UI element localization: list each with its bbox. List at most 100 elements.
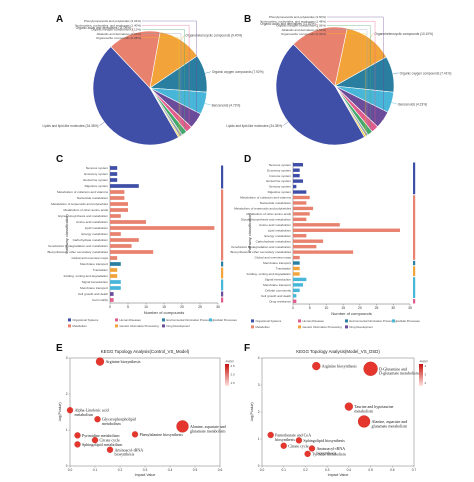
bubble-label: Alanine, aspartate and bbox=[372, 419, 408, 425]
category-label: Cell motility bbox=[92, 298, 108, 302]
bar bbox=[110, 292, 114, 296]
legend-swatch bbox=[209, 318, 212, 322]
bubble-point bbox=[176, 420, 189, 433]
bubble-point bbox=[74, 441, 81, 448]
pie-leader-line bbox=[327, 16, 384, 120]
bubble-point bbox=[131, 431, 139, 438]
pie-chart-b: Lipids and lipid-like molecules (34.38%)… bbox=[226, 15, 452, 146]
category-label: Digestive system bbox=[85, 184, 109, 188]
bubble-label: Sphingolipid biosynthesis bbox=[303, 438, 345, 443]
legend-label: Cellular Processes bbox=[397, 319, 421, 323]
category-label: Sensory system bbox=[269, 185, 291, 189]
category-label: Endocrine system bbox=[83, 178, 108, 182]
legend-label: Organismal Systems bbox=[256, 319, 282, 323]
bubble-label: biosynthesis bbox=[275, 437, 295, 442]
bar bbox=[110, 184, 139, 188]
x-tick-label: 0.1 bbox=[281, 468, 286, 472]
legend-label: Human Diseases bbox=[120, 318, 142, 322]
legend-label: Metabolism bbox=[256, 325, 271, 329]
legend-tick-label: 3 bbox=[425, 373, 427, 377]
category-label: Membrane transport bbox=[263, 283, 291, 287]
bar bbox=[110, 226, 215, 230]
bubble-point bbox=[267, 431, 274, 439]
x-tick-label: 0.0 bbox=[68, 468, 73, 472]
pie-leader-line bbox=[142, 37, 180, 138]
category-label: Metabolism of cofactors and vitamins bbox=[57, 190, 108, 194]
classification-strip bbox=[221, 267, 224, 279]
legend-colorbar bbox=[225, 364, 229, 386]
bubble-label: biosynthesis bbox=[316, 450, 336, 455]
category-label: Endocrine system bbox=[266, 179, 291, 183]
y-tick-label: 3 bbox=[66, 356, 68, 360]
legend-label: Genetic Information Processing bbox=[303, 325, 342, 329]
bar bbox=[293, 206, 314, 211]
bar bbox=[293, 283, 304, 287]
bubble-label: Sphingolipid metabolism bbox=[82, 442, 123, 447]
bubble-point bbox=[94, 416, 101, 423]
bar bbox=[110, 256, 118, 260]
x-tick-label: 15 bbox=[162, 305, 166, 309]
y-tick-label: 0 bbox=[258, 464, 260, 468]
pie-leader-line bbox=[142, 25, 190, 130]
bar bbox=[110, 298, 114, 302]
pie-leader-line bbox=[327, 25, 371, 134]
bubble-point bbox=[344, 402, 354, 411]
x-tick-label: 30 bbox=[391, 306, 395, 310]
x-tick-label: 5 bbox=[309, 306, 311, 310]
category-label: Lipid metabolism bbox=[268, 228, 292, 232]
x-tick-label: 0.0 bbox=[260, 468, 265, 472]
bubble-label: metabolism bbox=[354, 409, 374, 414]
y-tick-label: 4 bbox=[258, 356, 260, 360]
category-label: Cellular community bbox=[265, 288, 292, 292]
bubble-point bbox=[95, 357, 105, 366]
bubble-label: Aminoacyl-tRNA bbox=[115, 447, 144, 452]
bar bbox=[293, 299, 297, 303]
bubble-label: Aminoacyl-tRNA bbox=[316, 446, 345, 451]
classification-strip bbox=[221, 279, 224, 291]
y-axis-title: Pathway classification bbox=[64, 214, 69, 253]
pie-leader-line bbox=[205, 71, 211, 74]
bubble-point bbox=[304, 450, 311, 458]
category-label: Metabolism of other amino acids bbox=[246, 212, 291, 216]
pie-leader-line bbox=[369, 33, 374, 39]
y-tick-label: 1 bbox=[258, 437, 260, 441]
category-label: Drug resistance bbox=[269, 299, 291, 303]
legend-swatch bbox=[162, 318, 165, 322]
legend-label: Genetic Information Processing bbox=[120, 324, 159, 328]
bubble-point bbox=[312, 361, 321, 371]
pie-leader-line bbox=[142, 29, 185, 134]
legend-tick-label: 4 bbox=[425, 364, 427, 368]
bubble-chart-f: KEGG Topology Analysis(Model_VS_DSD)0.0 0… bbox=[250, 349, 428, 477]
bubble-point bbox=[280, 442, 287, 449]
x-tick-label: 5 bbox=[127, 305, 129, 309]
pie-slice-label: Organic nitrogen compounds (1.12%) bbox=[91, 28, 141, 32]
bubble-label: Alpha-Linolenic acid bbox=[75, 408, 109, 413]
panel-label-a: A bbox=[56, 14, 64, 25]
category-label: Carbohydrate metabolism bbox=[73, 238, 109, 242]
pie-slice-label: Organoheterocyclic compounds (10.10%) bbox=[374, 32, 433, 36]
x-axis-title: Number of compounds bbox=[331, 311, 371, 316]
category-label: Digestive system bbox=[268, 190, 292, 194]
legend-swatch bbox=[345, 319, 348, 323]
panel-label-d: D bbox=[244, 154, 252, 165]
legend-label: Cellular Processes bbox=[214, 318, 238, 322]
panel-label-e: E bbox=[56, 343, 63, 354]
category-label: Lipid metabolism bbox=[85, 226, 109, 230]
bubble-label: D-Glutamine and bbox=[379, 366, 407, 371]
category-label: Cell growth and death bbox=[261, 294, 291, 298]
bar bbox=[110, 238, 139, 242]
bar bbox=[293, 179, 304, 183]
category-label: Membrane transport bbox=[80, 286, 108, 290]
bar bbox=[293, 223, 340, 227]
x-axis-title: Number of compounds bbox=[144, 310, 184, 315]
pie-slice-label: Organic acids and derivatives (11.09%) bbox=[76, 26, 131, 30]
bar bbox=[110, 166, 118, 170]
x-tick-label: 0.6 bbox=[390, 468, 395, 472]
bubble-point bbox=[91, 436, 99, 444]
legend-tick-label: 2 bbox=[425, 381, 427, 385]
bubble-label: metabolism bbox=[75, 412, 95, 417]
category-label: Metabolism of terpenoids and polyketides bbox=[234, 207, 291, 211]
bar bbox=[293, 168, 300, 172]
pie-slice-label: Organic oxygen compounds (7.41%) bbox=[400, 71, 452, 75]
legend-label: Human Diseases bbox=[303, 319, 325, 323]
